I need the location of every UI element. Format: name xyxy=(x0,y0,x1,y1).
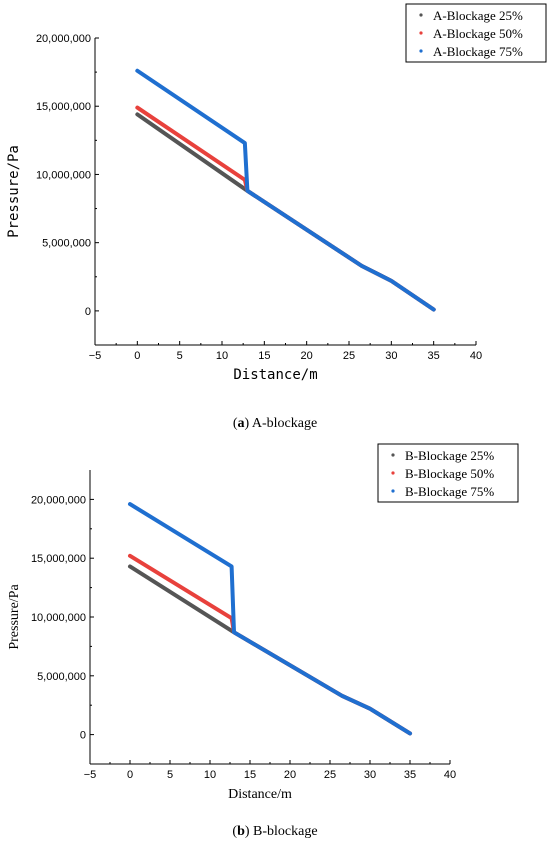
legend-label-3: A-Blockage 75% xyxy=(433,44,523,59)
x-tick-label: −5 xyxy=(89,350,102,362)
legend-marker-3 xyxy=(419,49,423,53)
x-tick-label: 10 xyxy=(216,350,228,362)
y-tick-label: 0 xyxy=(85,306,91,318)
x-tick-label: 30 xyxy=(385,350,397,362)
caption-b-label: b xyxy=(237,824,245,839)
legend-marker-3 xyxy=(391,489,395,493)
x-tick-label: −5 xyxy=(84,769,97,781)
x-tick-label: 5 xyxy=(177,350,183,362)
x-tick-label: 30 xyxy=(364,769,376,781)
y-tick-label: 20,000,000 xyxy=(36,33,91,45)
caption-a: (a) A-blockage xyxy=(232,416,318,431)
legend-box xyxy=(377,443,519,503)
legend-box xyxy=(405,3,547,63)
x-axis-title: Distance/m xyxy=(228,787,292,802)
caption-a-label: a xyxy=(237,416,245,431)
legend-marker-2 xyxy=(419,31,423,35)
legend-label-2: A-Blockage 50% xyxy=(433,26,523,41)
x-tick-label: 15 xyxy=(258,350,270,362)
legend-marker-1 xyxy=(391,453,395,457)
y-tick-label: 10,000,000 xyxy=(36,169,91,181)
x-axis-title: Distance/m xyxy=(233,367,317,383)
x-tick-label: 20 xyxy=(284,769,296,781)
x-tick-label: 35 xyxy=(428,350,440,362)
chart-a: −5 0 5 10 15 20 25 30 35 40 0 5,000,000 10,000,000 15… xyxy=(6,3,547,383)
y-tick-label: 10,000,000 xyxy=(31,612,86,624)
legend-marker-2 xyxy=(391,471,395,475)
caption-b-text: B-blockage xyxy=(253,824,318,839)
series-line-3 xyxy=(128,502,412,736)
chart-b: −5 0 5 10 15 20 25 30 35 40 0 5,000,000 10,000,000 15… xyxy=(7,443,519,802)
y-tick-label: 15,000,000 xyxy=(31,553,86,565)
legend-marker-1 xyxy=(419,13,423,17)
series-line-3 xyxy=(135,68,436,312)
x-tick-label: 40 xyxy=(470,350,482,362)
x-tick-label: 0 xyxy=(134,350,140,362)
y-tick-label: 20,000,000 xyxy=(31,494,86,506)
legend-label-2: B-Blockage 50% xyxy=(405,466,494,481)
legend: B-Blockage 25% B-Blockage 50% B-Blockage 7… xyxy=(377,443,519,503)
legend: A-Blockage 25% A-Blockage 50% A-Blockage 7… xyxy=(405,3,547,63)
y-tick-label: 5,000,000 xyxy=(42,238,91,250)
x-tick-label: 25 xyxy=(324,769,336,781)
y-tick-label: 15,000,000 xyxy=(36,101,91,113)
y-tick-label: 5,000,000 xyxy=(37,671,86,683)
y-tick-label: 0 xyxy=(80,730,86,742)
x-tick-label: 15 xyxy=(244,769,256,781)
legend-label-1: B-Blockage 25% xyxy=(405,448,494,463)
x-tick-label: 25 xyxy=(343,350,355,362)
y-axis-title: Pressure/Pa xyxy=(7,584,22,650)
y-axis-title: Pressure/Pa xyxy=(6,145,22,238)
caption-a-text: A-blockage xyxy=(251,416,318,431)
x-tick-label: 10 xyxy=(204,769,216,781)
legend-label-1: A-Blockage 25% xyxy=(433,8,523,23)
x-tick-label: 40 xyxy=(444,769,456,781)
legend-label-3: B-Blockage 75% xyxy=(405,484,494,499)
x-tick-label: 35 xyxy=(404,769,416,781)
x-tick-label: 20 xyxy=(301,350,313,362)
x-tick-label: 5 xyxy=(167,769,173,781)
caption-b: (b) B-blockage xyxy=(232,824,318,839)
x-tick-label: 0 xyxy=(127,769,133,781)
